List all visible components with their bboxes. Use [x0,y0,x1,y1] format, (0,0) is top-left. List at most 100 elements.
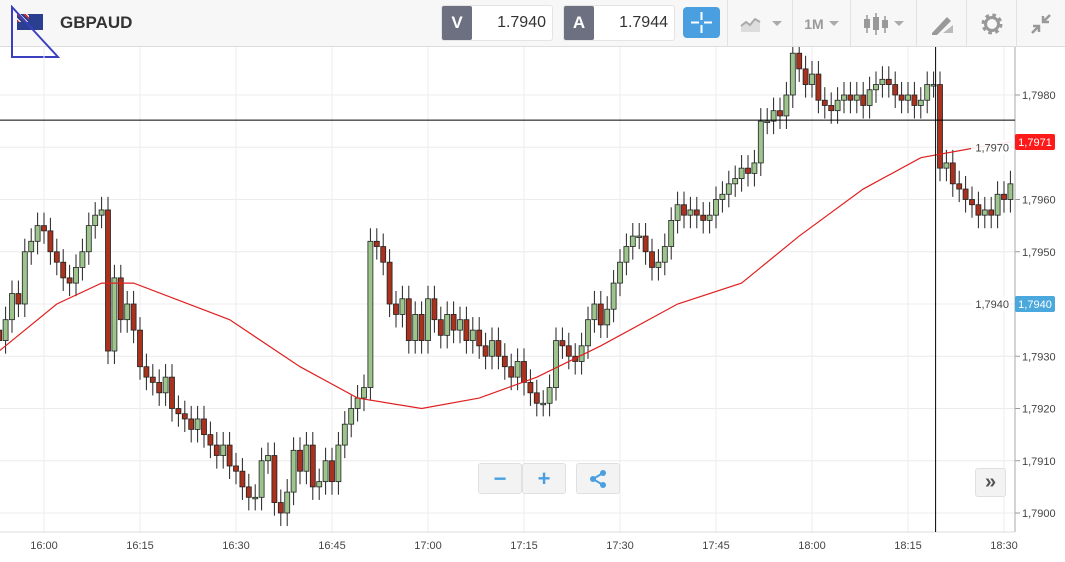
candle-body [21,251,28,305]
candle [226,432,233,480]
candle [239,458,246,500]
candle-body [335,444,342,483]
candle [137,317,143,380]
candle-body [501,355,508,368]
candle-body [623,246,630,263]
candle [341,411,348,459]
candle [162,364,169,406]
candle-body [924,84,931,101]
candle-body [252,496,259,500]
ask-price[interactable]: A 1.7944 [563,5,675,41]
candle [297,437,303,485]
candle-body [962,188,969,200]
crosshair-button[interactable] [683,7,720,38]
candle-body [450,314,457,331]
candle-body [796,52,803,70]
candle-body [201,418,207,436]
zoom-in-button[interactable]: + [522,463,566,494]
candle-body [751,162,758,174]
candle-body [642,235,649,253]
candle [693,196,700,229]
candle [265,442,271,474]
candle-body [105,209,111,352]
candle-body [271,455,278,503]
candle-body [597,303,604,326]
candle-body [745,167,751,174]
candle-body [681,204,687,216]
candle-body [297,449,303,472]
bid-price[interactable]: V 1.7940 [441,5,553,41]
candle [597,290,604,338]
candle [495,327,502,370]
candle-body [73,267,79,284]
candle-body [386,261,393,305]
y-tick-label: 1,7950 [1022,247,1056,259]
current-price-badge: 1,7940 [1018,299,1052,311]
candle-body [809,73,815,85]
timeframe-dropdown[interactable]: 1M [792,0,850,47]
toolbar: GBPAUD V 1.7940 A 1.7944 1M [0,0,1065,58]
collapse-button[interactable] [1016,0,1065,47]
candle [169,364,175,422]
candle-body [290,449,297,493]
candle-body [540,402,547,406]
candle-body [783,94,790,117]
candle-body [700,214,707,221]
y-tick-label-bg [971,297,1011,311]
candle-body [732,178,739,185]
candle [53,238,60,276]
candle-body [668,219,675,247]
drawing-tools-button[interactable] [916,0,966,47]
candle-body [98,209,105,216]
zoom-out-button[interactable]: − [478,463,522,494]
y-tick-label: 1,7930 [1022,351,1056,363]
candle [290,437,297,506]
candle [975,191,982,229]
candle [508,353,515,391]
settings-button[interactable] [966,0,1016,47]
candle-body [476,329,483,347]
candle-body [738,167,745,180]
y-tick-label: 1,7940 [975,299,1009,311]
bid-value: 1.7940 [497,14,546,31]
candle [437,306,444,349]
candle [661,233,668,276]
candle [681,191,687,229]
candle [591,290,598,333]
candle [719,181,726,213]
price-chart[interactable]: 16:00 16:15 16:30 16:45 17:00 17:15 17:30 17:45… [0,47,1065,562]
x-tick-label: 17:45 [702,540,730,552]
candle [252,484,259,511]
candle-body [92,214,99,227]
y-tick-label: 1,7960 [1022,195,1056,207]
candle-body [143,366,150,378]
candle [866,76,873,119]
candle [98,196,105,229]
candle-body [981,209,988,216]
candle-body [367,240,374,389]
share-button[interactable] [576,463,620,494]
chart-type-dropdown[interactable] [850,0,916,47]
y-tick-label-bg [971,140,1011,155]
candle [898,81,905,114]
candle-body [194,418,201,430]
candle [47,217,54,265]
indicators-button[interactable] [727,0,792,47]
candle-body [245,486,252,498]
candle [15,280,22,318]
x-tick-label: 17:30 [606,540,634,552]
candle-body [943,162,950,169]
candle [892,71,899,109]
scroll-right-button[interactable]: » [975,468,1006,497]
candle-body [802,68,809,85]
candle-body [482,345,489,357]
candle-body [361,387,367,399]
candle [623,233,630,276]
candle-body [828,105,835,112]
candle-body [41,225,47,232]
candle [386,249,393,318]
candle-body [994,193,1001,216]
candle-body [559,340,566,347]
candle [124,290,131,333]
candle-body [578,345,585,362]
